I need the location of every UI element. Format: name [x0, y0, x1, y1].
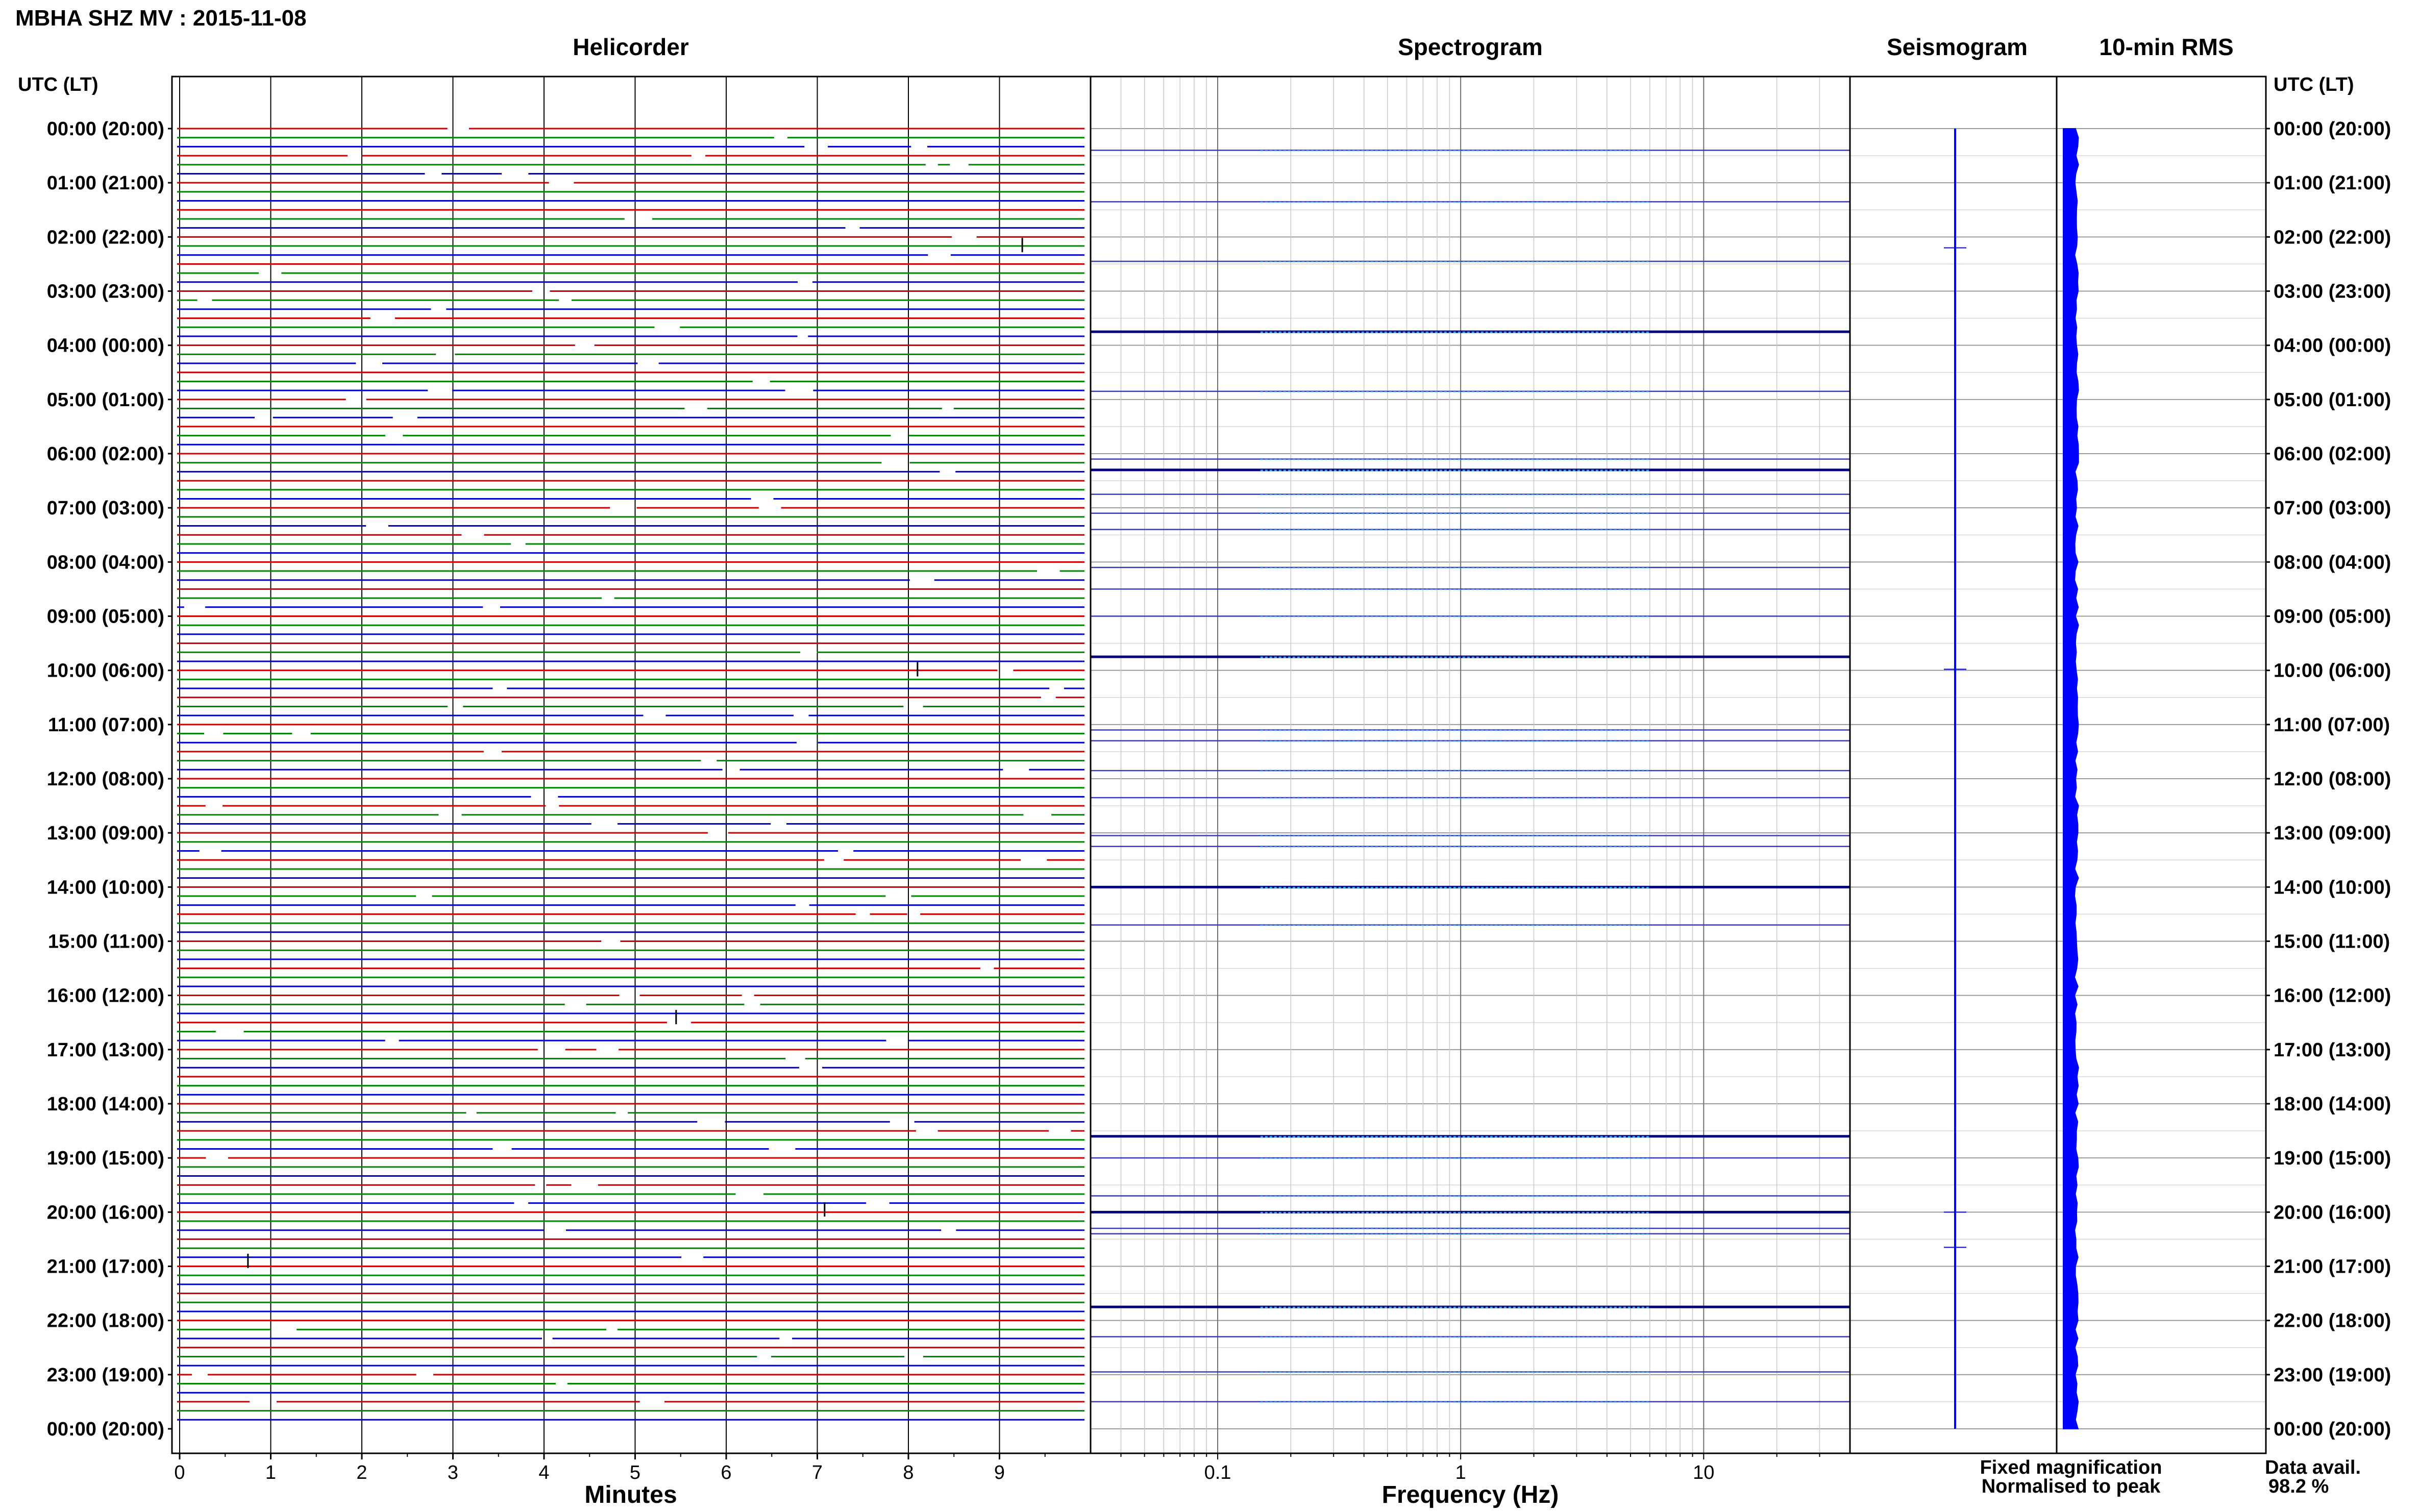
- minute-tick-label: 2: [356, 1462, 367, 1483]
- time-tick-label-left: 18:00 (14:00): [47, 1094, 164, 1115]
- time-tick-label-left: 13:00 (09:00): [47, 823, 164, 844]
- time-tick-label-left: 19:00 (15:00): [47, 1148, 164, 1169]
- rms-fill: [2063, 128, 2079, 1429]
- time-tick-label-left: 00:00 (20:00): [47, 118, 164, 140]
- data-availability-label: Data avail.: [2265, 1457, 2361, 1478]
- frequency-tick-label: 0.1: [1204, 1462, 1231, 1483]
- time-tick-label-right: 08:00 (04:00): [2274, 552, 2391, 573]
- time-tick-label-right: 20:00 (16:00): [2274, 1202, 2391, 1223]
- time-tick-label-left: 17:00 (13:00): [47, 1039, 164, 1061]
- time-tick-label-right: 10:00 (06:00): [2274, 660, 2391, 682]
- time-tick-label-right: 04:00 (00:00): [2274, 335, 2391, 357]
- time-tick-label-left: 21:00 (17:00): [47, 1256, 164, 1278]
- time-tick-label-left: 07:00 (03:00): [47, 498, 164, 519]
- time-tick-label-left: 05:00 (01:00): [47, 389, 164, 411]
- seismogram-title: Seismogram: [1887, 34, 2028, 60]
- time-tick-label-right: 19:00 (15:00): [2274, 1148, 2391, 1169]
- time-tick-label-right: 23:00 (19:00): [2274, 1365, 2391, 1386]
- frequency-tick-label: 1: [1455, 1462, 1466, 1483]
- helicorder-x-axis: 0 1 2 3 4 5 6 7 8 9: [174, 1453, 1046, 1483]
- minute-tick-label: 1: [265, 1462, 276, 1483]
- minute-tick-label: 0: [174, 1462, 185, 1483]
- time-tick-label-right: 17:00 (13:00): [2274, 1039, 2391, 1061]
- time-tick-label-left: 00:00 (20:00): [47, 1419, 164, 1440]
- data-availability-value: 98.2 %: [2268, 1476, 2329, 1497]
- time-tick-label-left: 01:00 (21:00): [47, 172, 164, 194]
- spectrogram-x-axis: 0.1 1 10: [1120, 1453, 1820, 1483]
- time-tick-label-left: 12:00 (08:00): [47, 769, 164, 790]
- time-tick-label-right: 05:00 (01:00): [2274, 389, 2391, 411]
- time-tick-label-left: 15:00 (11:00): [48, 931, 164, 953]
- time-tick-label-left: 06:00 (02:00): [47, 443, 164, 465]
- spectrogram-title: Spectrogram: [1398, 34, 1543, 60]
- time-tick-label-left: 22:00 (18:00): [47, 1310, 164, 1332]
- seismogram-trace: [1944, 129, 1966, 1429]
- helicorder-grid: [179, 77, 1000, 1453]
- time-tick-label-left: 02:00 (22:00): [47, 227, 164, 248]
- time-tick-label-left: 23:00 (19:00): [47, 1365, 164, 1386]
- time-tick-label-right: 06:00 (02:00): [2274, 443, 2391, 465]
- rms-trace: [2063, 128, 2079, 1429]
- minute-tick-label: 8: [903, 1462, 914, 1483]
- legend-normalised-to-peak: Normalised to peak: [1982, 1476, 2161, 1497]
- time-tick-label-right: 22:00 (18:00): [2274, 1310, 2391, 1332]
- time-tick-label-left: 20:00 (16:00): [47, 1202, 164, 1223]
- legend-fixed-magnification: Fixed magnification: [1980, 1457, 2162, 1478]
- minute-tick-label: 7: [812, 1462, 823, 1483]
- figure-title: MBHA SHZ MV : 2015-11-08: [15, 6, 307, 31]
- time-tick-label-right: 12:00 (08:00): [2274, 769, 2391, 790]
- time-tick-label-right: 14:00 (10:00): [2274, 877, 2391, 898]
- spectrogram-x-label: Frequency (Hz): [1382, 1481, 1559, 1508]
- time-tick-label-right: 09:00 (05:00): [2274, 606, 2391, 628]
- time-tick-label-right: 13:00 (09:00): [2274, 823, 2391, 844]
- spectrogram-events: [1091, 150, 1850, 1403]
- time-tick-label-left: 14:00 (10:00): [47, 877, 164, 898]
- time-tick-labels: 00:00 (20:00) 00:00 (20:00) 01:00 (21:00) 0…: [47, 118, 2391, 1440]
- time-tick-label-left: 04:00 (00:00): [47, 335, 164, 357]
- time-tick-label-left: 10:00 (06:00): [47, 660, 164, 682]
- time-tick-label-right: 18:00 (14:00): [2274, 1094, 2391, 1115]
- rms-title: 10-min RMS: [2099, 34, 2233, 60]
- time-tick-label-left: 09:00 (05:00): [47, 606, 164, 628]
- time-tick-label-right: 16:00 (12:00): [2274, 985, 2391, 1007]
- minute-tick-label: 4: [538, 1462, 549, 1483]
- minute-tick-label: 3: [448, 1462, 458, 1483]
- time-tick-label-left: 16:00 (12:00): [47, 985, 164, 1007]
- time-tick-label-right: 07:00 (03:00): [2274, 498, 2391, 519]
- right-time-axis-label: UTC (LT): [2274, 74, 2354, 95]
- time-tick-label-right: 11:00 (07:00): [2274, 714, 2390, 736]
- time-tick-label-right: 00:00 (20:00): [2274, 1419, 2391, 1440]
- minute-tick-label: 5: [630, 1462, 640, 1483]
- time-tick-label-right: 01:00 (21:00): [2274, 172, 2391, 194]
- helicorder-x-label: Minutes: [584, 1481, 677, 1508]
- frequency-tick-label: 10: [1693, 1462, 1714, 1483]
- time-tick-label-left: 03:00 (23:00): [47, 281, 164, 303]
- left-time-axis-label: UTC (LT): [18, 74, 98, 95]
- time-tick-label-left: 08:00 (04:00): [47, 552, 164, 573]
- time-tick-label-right: 03:00 (23:00): [2274, 281, 2391, 303]
- rms-frame: [2056, 76, 2267, 1454]
- helicorder-traces: [177, 128, 1084, 1421]
- time-tick-label-left: 11:00 (07:00): [48, 714, 164, 736]
- time-tick-label-right: 02:00 (22:00): [2274, 227, 2391, 248]
- minute-tick-label: 9: [994, 1462, 1005, 1483]
- helicorder-title: Helicorder: [573, 34, 689, 60]
- time-tick-label-right: 21:00 (17:00): [2274, 1256, 2391, 1278]
- time-tick-label-right: 00:00 (20:00): [2274, 118, 2391, 140]
- minute-tick-label: 6: [721, 1462, 731, 1483]
- time-tick-label-right: 15:00 (11:00): [2274, 931, 2390, 953]
